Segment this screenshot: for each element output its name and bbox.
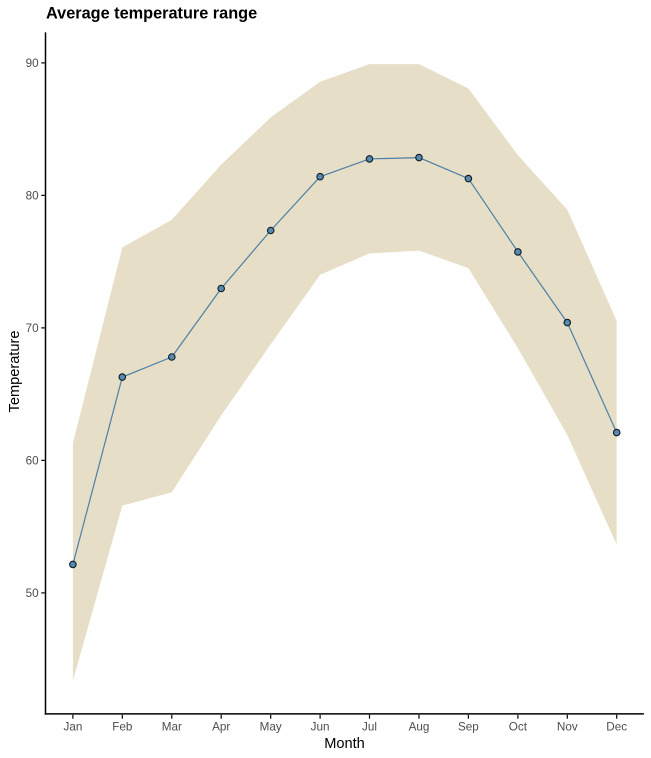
svg-text:Dec: Dec: [606, 720, 627, 733]
svg-text:Jan: Jan: [63, 720, 82, 733]
svg-text:Jul: Jul: [362, 720, 377, 733]
svg-text:May: May: [260, 720, 282, 733]
svg-text:Mar: Mar: [162, 720, 182, 733]
svg-text:Apr: Apr: [212, 720, 230, 733]
svg-text:70: 70: [26, 322, 40, 335]
svg-text:Temperature: Temperature: [7, 331, 23, 413]
svg-text:Jun: Jun: [311, 720, 330, 733]
svg-text:Feb: Feb: [112, 720, 133, 733]
svg-text:50: 50: [26, 587, 40, 600]
svg-text:80: 80: [26, 190, 40, 203]
svg-text:60: 60: [26, 455, 40, 468]
svg-text:90: 90: [26, 57, 40, 70]
svg-text:Aug: Aug: [409, 720, 430, 733]
svg-text:Oct: Oct: [509, 720, 528, 733]
svg-text:Month: Month: [324, 736, 365, 752]
svg-text:Nov: Nov: [557, 720, 578, 733]
svg-text:Average temperature range: Average temperature range: [46, 4, 257, 22]
svg-text:Sep: Sep: [458, 720, 479, 733]
